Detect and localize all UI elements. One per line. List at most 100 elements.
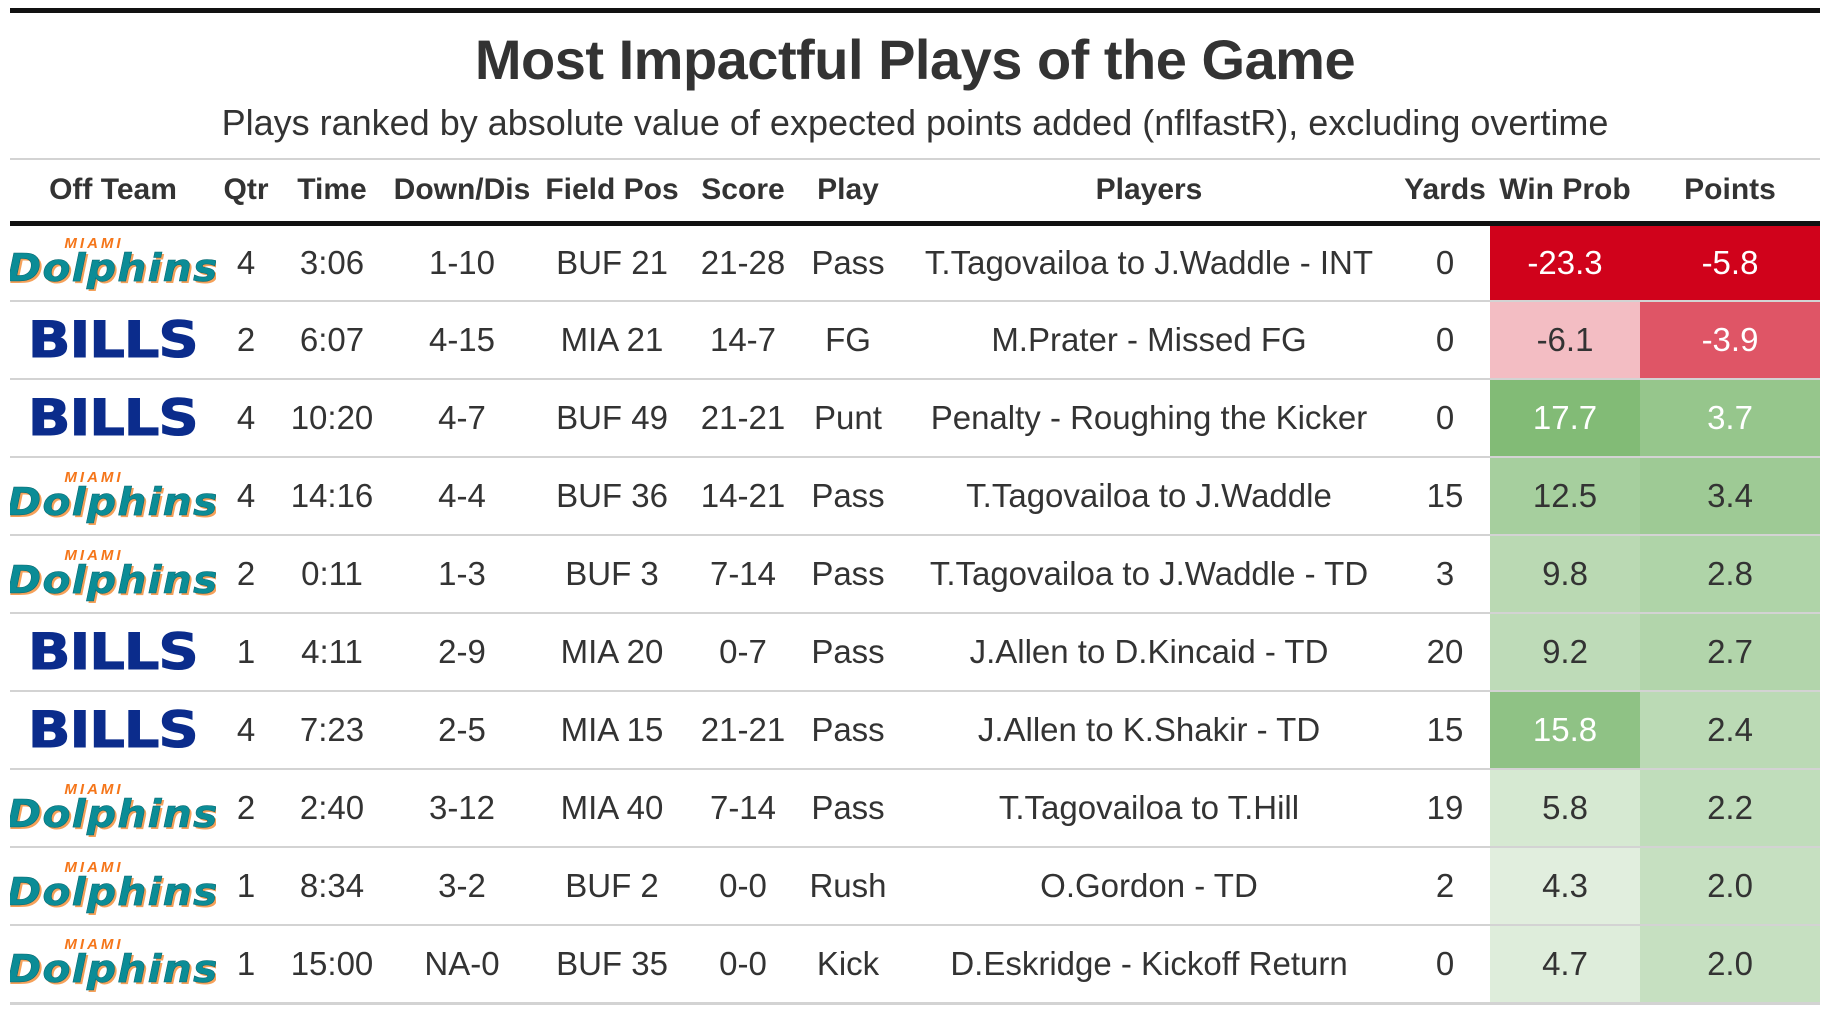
table-row: BILLS 4 10:20 4-7 BUF 49 21-21 Punt Penalty - R…: [10, 379, 1820, 457]
dolphins-logo-city: MIAMI: [64, 468, 124, 486]
players-cell: J.Allen to K.Shakir - TD: [977, 711, 1321, 748]
score-cell: 0-0: [719, 867, 767, 904]
time-cell: 4:11: [301, 633, 363, 670]
yards-cell: 15: [1426, 477, 1464, 514]
play-type-cell: Pass: [811, 633, 885, 670]
yards-cell: 3: [1435, 555, 1455, 592]
players-cell: D.Eskridge - Kickoff Return: [950, 944, 1348, 982]
players-cell: M.Prater - Missed FG: [991, 321, 1307, 358]
time-cell: 6:07: [299, 321, 365, 358]
team-logo-cell: BILLS: [10, 691, 216, 769]
field-position-cell: BUF 2: [565, 867, 659, 904]
team-logo-cell: BILLS: [10, 301, 216, 379]
win-prob-cell: 15.8: [1490, 691, 1640, 769]
qtr-cell: 1: [236, 944, 256, 982]
players-cell: T.Tagovailoa to J.Waddle - TD: [929, 555, 1369, 592]
bills-logo: BILLS: [28, 623, 200, 681]
down-distance-cell: 3-12: [428, 789, 496, 826]
yards-cell: 15: [1426, 711, 1464, 748]
points-cell: 2.8: [1640, 535, 1820, 613]
field-position-cell: MIA 40: [560, 789, 664, 826]
qtr-cell: 4: [236, 399, 256, 436]
players-cell: T.Tagovailoa to T.Hill: [998, 789, 1300, 826]
score-cell: 0-7: [719, 633, 767, 670]
col-header: Off Team: [49, 173, 177, 207]
dolphins-logo: MIAMI Dolphins: [10, 782, 216, 833]
chart-title: Most Impactful Plays of the Game: [474, 28, 1356, 91]
down-distance-cell: 4-4: [438, 477, 486, 514]
dolphins-logo: MIAMI Dolphins: [10, 548, 216, 599]
dolphins-logo-city: MIAMI: [64, 858, 124, 876]
qtr-cell: 2: [236, 789, 256, 826]
time-cell: 2:40: [299, 789, 365, 826]
table-row: BILLS 2 6:07 4-15 MIA 21 14-7 FG M.Prater - Mis…: [10, 301, 1820, 379]
chart-subtitle: Plays ranked by absolute value of expect…: [221, 102, 1609, 143]
time-cell: 10:20: [290, 399, 374, 436]
team-logo-cell: MIAMI Dolphins: [10, 925, 216, 1003]
qtr-cell: 1: [236, 633, 256, 670]
table-row: MIAMI Dolphins 4 3:06 1-10 BUF 21 21-28 Pass T.T…: [10, 223, 1820, 301]
time-cell: 0:11: [301, 555, 363, 592]
score-cell: 21-28: [700, 243, 786, 281]
table-row: BILLS 1 4:11 2-9 MIA 20 0-7 Pass J.Allen to D.K…: [10, 613, 1820, 691]
dolphins-logo-city: MIAMI: [64, 235, 124, 253]
yards-cell: 0: [1435, 321, 1455, 358]
field-position-cell: MIA 20: [560, 633, 664, 670]
qtr-cell: 2: [236, 555, 256, 592]
col-header: Time: [297, 173, 367, 207]
points-cell: 2.0: [1640, 925, 1820, 1003]
dolphins-logo-wordmark: Dolphins: [10, 479, 216, 524]
win-prob-cell: -23.3: [1490, 223, 1640, 301]
yards-cell: 2: [1435, 867, 1455, 904]
win-prob-cell: 4.3: [1490, 847, 1640, 925]
dolphins-logo-wordmark: Dolphins: [10, 947, 216, 992]
table-row: MIAMI Dolphins 4 14:16 4-4 BUF 36 14-21 Pass T.T…: [10, 457, 1820, 535]
bills-logo: BILLS: [28, 311, 200, 369]
qtr-cell: 4: [236, 243, 256, 281]
yards-cell: 0: [1435, 243, 1455, 281]
table-row: BILLS 4 7:23 2-5 MIA 15 21-21 Pass J.Allen to K…: [10, 691, 1820, 769]
team-logo-cell: MIAMI Dolphins: [10, 847, 216, 925]
col-header: Yards: [1404, 173, 1486, 207]
points-cell: 2.2: [1640, 769, 1820, 847]
dolphins-logo: MIAMI Dolphins: [10, 470, 216, 521]
win-prob-cell: 4.7: [1490, 925, 1640, 1003]
qtr-cell: 2: [236, 321, 256, 358]
points-cell: 2.4: [1640, 691, 1820, 769]
play-type-cell: Punt: [814, 399, 882, 436]
down-distance-cell: 3-2: [438, 867, 486, 904]
down-distance-cell: 1-10: [428, 243, 496, 281]
play-type-cell: Pass: [811, 243, 885, 281]
dolphins-logo-city: MIAMI: [64, 780, 124, 798]
points-cell: 3.4: [1640, 457, 1820, 535]
down-distance-cell: NA-0: [424, 944, 500, 982]
score-cell: 0-0: [719, 944, 767, 982]
dolphins-logo: MIAMI Dolphins: [10, 860, 216, 911]
players-cell: T.Tagovailoa to J.Waddle - INT: [924, 243, 1374, 281]
win-prob-cell: -6.1: [1490, 301, 1640, 379]
yards-cell: 20: [1426, 633, 1464, 670]
header-row: Off Team Qtr Time Down/Dis Field Pos Sco…: [10, 159, 1820, 223]
score-cell: 14-7: [709, 321, 777, 358]
win-prob-cell: 9.2: [1490, 613, 1640, 691]
dolphins-logo: MIAMI Dolphins: [10, 937, 216, 988]
table-row: MIAMI Dolphins 2 2:40 3-12 MIA 40 7-14 Pass T.Ta…: [10, 769, 1820, 847]
time-cell: 14:16: [290, 477, 374, 514]
score-cell: 21-21: [700, 711, 786, 748]
play-type-cell: Kick: [816, 944, 880, 982]
play-type-cell: FG: [825, 321, 871, 358]
yards-cell: 0: [1435, 944, 1455, 982]
col-header: Score: [701, 173, 785, 207]
dolphins-logo: MIAMI Dolphins: [10, 236, 216, 287]
points-cell: 2.0: [1640, 847, 1820, 925]
team-logo-cell: MIAMI Dolphins: [10, 769, 216, 847]
table-row: MIAMI Dolphins 2 0:11 1-3 BUF 3 7-14 Pass T.Tago…: [10, 535, 1820, 613]
play-type-cell: Pass: [811, 711, 885, 748]
down-distance-cell: 4-7: [438, 399, 486, 436]
players-cell: J.Allen to D.Kincaid - TD: [969, 633, 1329, 670]
chart-header: Most Impactful Plays of the Game Plays r…: [10, 8, 1820, 144]
players-cell: T.Tagovailoa to J.Waddle: [966, 477, 1332, 514]
col-header: Field Pos: [545, 173, 679, 207]
top-rule: [10, 8, 1820, 13]
field-position-cell: MIA 21: [560, 321, 664, 358]
